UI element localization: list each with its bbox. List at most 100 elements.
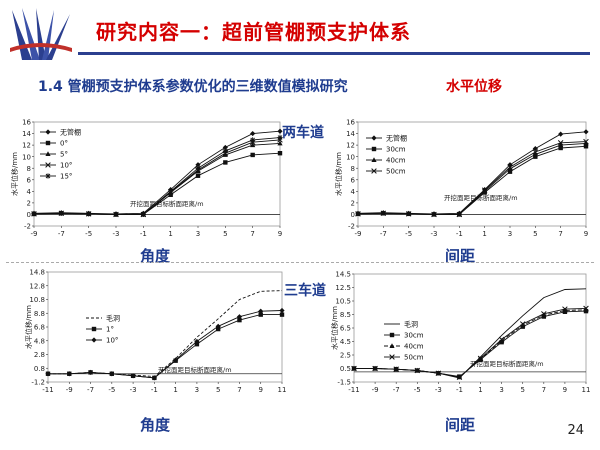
- legend-label: 毛洞: [404, 320, 418, 329]
- y-tick-label: -1.2: [31, 379, 45, 387]
- data-point: [277, 128, 283, 134]
- data-point: [194, 341, 200, 347]
- y-tick-label: 4.5: [340, 338, 351, 346]
- x-tick-label: 9: [584, 230, 588, 238]
- y-tick-label: 2.5: [340, 352, 351, 360]
- data-point: [562, 307, 568, 313]
- data-point: [277, 135, 283, 141]
- data-point: [31, 211, 37, 217]
- y-tick-label: 16: [22, 119, 31, 127]
- legend-label: 毛洞: [106, 314, 120, 323]
- data-point: [250, 152, 255, 158]
- data-point: [250, 142, 256, 148]
- data-point: [195, 162, 201, 168]
- legend-marker: [45, 162, 51, 168]
- x-tick-label: -3: [431, 230, 438, 238]
- x-tick-label: 9: [258, 386, 262, 394]
- y-tick-label: 12: [22, 142, 31, 150]
- x-tick-label: 5: [223, 230, 227, 238]
- x-tick-label: 11: [582, 386, 591, 394]
- y-axis-label: 水平位移/mm: [10, 152, 19, 196]
- data-point: [372, 365, 378, 372]
- lane-label-two: 两车道: [282, 125, 324, 141]
- header-divider: [78, 52, 590, 55]
- legend-marker: [91, 337, 97, 343]
- y-tick-label: 6.8: [34, 324, 45, 332]
- legend-marker: [45, 173, 51, 179]
- row-label-angle-top: 角度: [140, 247, 171, 265]
- data-point: [113, 211, 119, 218]
- legend-marker: [371, 146, 377, 152]
- data-point: [435, 370, 442, 376]
- data-point: [237, 317, 242, 323]
- y-tick-label: -1.5: [337, 379, 351, 387]
- series-line: [33, 130, 281, 215]
- legend-label: 0°: [60, 140, 68, 148]
- y-tick-label: 16: [346, 119, 355, 127]
- y-tick-label: 0.8: [34, 365, 45, 373]
- legend-label: 30cm: [404, 332, 424, 340]
- legend-label: 50cm: [386, 168, 406, 176]
- x-tick-label: 7: [542, 386, 546, 394]
- data-point: [66, 371, 72, 377]
- x-tick-label: -1: [456, 386, 463, 394]
- data-point: [45, 371, 51, 377]
- data-point: [355, 211, 361, 217]
- data-point: [277, 151, 283, 156]
- data-point: [414, 367, 421, 374]
- series-line: [357, 131, 587, 215]
- data-point: [215, 323, 221, 329]
- data-point: [541, 312, 547, 318]
- data-point: [195, 173, 201, 178]
- data-point: [519, 321, 526, 327]
- legend-label: 1°: [106, 326, 114, 334]
- legend-marker: [389, 332, 395, 338]
- x-tick-label: 3: [508, 230, 512, 238]
- chart-two-lane-angle: -2 0 2 4 6 8 10 12 14 16 -9 -7 -5 -3 -1 1 3 5 7 9 水平位移/mm 开挖面…: [10, 119, 283, 238]
- section-tag: 水平位移: [446, 79, 502, 95]
- legend-label: 40cm: [404, 343, 424, 351]
- data-point: [109, 371, 115, 377]
- row-label-spacing-top: 间距: [445, 247, 476, 265]
- data-point: [481, 187, 488, 193]
- x-tick-label: 7: [237, 386, 241, 394]
- data-point: [583, 306, 589, 312]
- data-point: [58, 210, 64, 216]
- x-tick-label: -7: [380, 230, 387, 238]
- x-axis-label: 开挖面距目标断面距离/m: [444, 193, 518, 202]
- chart-legend: 无管棚 0° 5° 10° 15°: [40, 128, 81, 181]
- legend-marker: [371, 168, 377, 174]
- plot-area: [47, 271, 283, 383]
- y-tick-label: 8.8: [34, 310, 45, 318]
- legend-marker: [389, 343, 395, 348]
- data-point: [279, 307, 285, 314]
- y-tick-label: 4.8: [34, 337, 45, 345]
- x-axis-label: 开挖面距目标断面距离/m: [470, 359, 544, 368]
- data-point: [380, 210, 387, 217]
- y-tick-label: 8: [27, 165, 31, 173]
- x-tick-label: 3: [499, 386, 503, 394]
- data-point: [351, 365, 357, 372]
- series-line: [354, 307, 587, 378]
- data-point: [507, 164, 513, 170]
- data-point: [456, 211, 463, 218]
- data-point: [477, 355, 484, 362]
- x-tick-label: -5: [405, 230, 412, 238]
- y-axis-label: 水平位移/mm: [24, 305, 33, 349]
- x-tick-label: 1: [168, 230, 172, 238]
- data-point: [222, 144, 228, 151]
- x-tick-label: -7: [393, 386, 400, 394]
- y-tick-label: 8.5: [340, 311, 351, 319]
- series-2: [45, 307, 285, 381]
- data-point: [223, 160, 228, 165]
- x-tick-label: 9: [278, 230, 282, 238]
- data-point: [507, 166, 513, 171]
- x-tick-label: -3: [435, 386, 442, 394]
- data-point: [557, 140, 564, 146]
- x-tick-label: -1: [456, 230, 463, 238]
- data-point: [195, 165, 201, 171]
- data-point: [541, 311, 547, 317]
- y-tick-label: 8: [351, 165, 355, 173]
- y-tick-label: 2: [351, 199, 355, 207]
- legend-label: 40cm: [386, 157, 406, 165]
